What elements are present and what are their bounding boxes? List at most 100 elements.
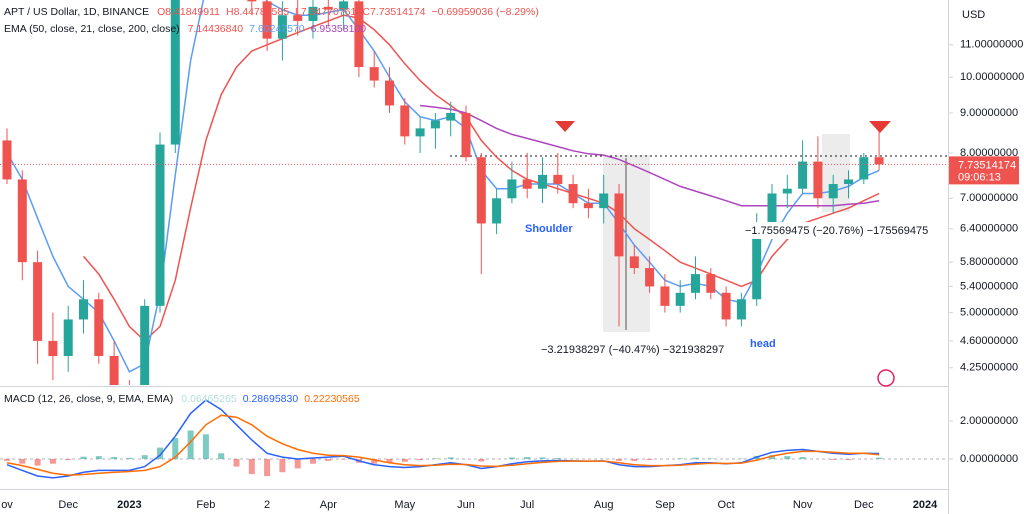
y-tick-label: 5.80000000	[960, 256, 1018, 268]
legend-value: 7.60247570	[249, 23, 305, 35]
macd-histogram-bar	[248, 458, 255, 475]
candle-body	[476, 157, 486, 224]
macd-histogram-bar	[172, 438, 179, 459]
macd-histogram-bar	[539, 457, 546, 459]
candle-body	[813, 161, 823, 199]
legend-value: O8.41849911	[157, 6, 220, 18]
candle-body	[323, 6, 333, 10]
candle-body	[691, 274, 700, 293]
candle-body	[354, 1, 364, 68]
candle-body	[247, 0, 257, 2]
price-pane	[0, 0, 948, 385]
macd-histogram-bar	[19, 458, 26, 464]
macd-histogram-bar	[325, 458, 332, 461]
macd-histogram-bar	[417, 458, 424, 460]
x-tick-label: ov	[1, 499, 13, 511]
x-tick-label: 2024	[913, 499, 938, 511]
x-tick-label: Dec	[58, 499, 78, 511]
y-tick-label: 11.00000000	[960, 39, 1023, 51]
candle-body	[79, 299, 88, 320]
macd-histogram-bar	[616, 458, 622, 461]
y-tick-label: 7.00000000	[960, 192, 1018, 204]
x-tick-label: Jul	[520, 499, 534, 511]
x-tick-label: Dec	[854, 499, 874, 511]
x-tick-label: 2	[264, 499, 270, 511]
macd-histogram-bar	[202, 434, 209, 459]
candle-body	[492, 198, 502, 224]
candle-body	[767, 193, 777, 224]
y-tick-label: 10.00000000	[960, 71, 1024, 83]
macd-histogram-bar	[294, 458, 301, 469]
macd-histogram-bar	[141, 455, 148, 459]
candle-body	[400, 105, 410, 137]
candle-body	[568, 184, 578, 204]
y-tick-label: 2.00000000	[960, 415, 1018, 427]
legend-value: L7.34770761	[295, 6, 356, 18]
icon	[877, 369, 895, 387]
macd-histogram-bar	[508, 457, 515, 459]
candle-body	[721, 292, 731, 320]
macd-histogram-bar	[631, 458, 638, 461]
y-tick-label: 6.40000000	[960, 223, 1018, 235]
candle-body	[828, 184, 838, 199]
y-tick-label: 4.25000000	[960, 362, 1018, 374]
ohlc-legend: O8.41849911 H8.44783585 L7.34770761 C7.7351…	[157, 6, 539, 18]
x-tick-label: Apr	[320, 499, 337, 511]
price-axis	[948, 0, 1024, 514]
y-tick-label: 9.00000000	[960, 107, 1018, 119]
label-bg	[741, 222, 927, 239]
candle-body	[415, 128, 425, 137]
macd-histogram-bar	[447, 457, 454, 459]
macd-histogram-bar	[692, 457, 699, 459]
macd-histogram-bar	[784, 456, 791, 459]
legend-value: 0.06465265	[181, 393, 237, 405]
legend-value: 0.28695830	[243, 393, 299, 405]
candle-body	[446, 112, 456, 121]
candle-body	[48, 340, 58, 357]
candle-body	[109, 356, 119, 385]
candle-body	[522, 179, 532, 189]
macd-histogram-bar	[845, 458, 852, 460]
macd-histogram-bar	[876, 457, 883, 459]
candle-body	[859, 157, 869, 180]
x-tick-label: Aug	[594, 499, 614, 511]
macd-histogram-bar	[126, 457, 133, 459]
macd-histogram-bar	[218, 453, 225, 459]
candle-body	[33, 262, 43, 341]
candle-body	[798, 161, 808, 189]
candle-body	[277, 15, 287, 39]
macd-histogram-bar	[554, 458, 561, 459]
candle-body	[675, 292, 685, 306]
macd-histogram-bar	[233, 458, 240, 467]
macd-histogram-bar	[187, 430, 194, 459]
candle-body	[369, 67, 379, 81]
legend-value: 6.95358100	[311, 23, 367, 35]
macd-histogram-bar	[34, 458, 41, 466]
candle-body	[262, 1, 272, 39]
candle-body	[2, 140, 12, 180]
macd-histogram-bar	[677, 458, 684, 459]
candle-body	[293, 15, 303, 21]
candle-body	[736, 299, 746, 320]
macd-histogram-bar	[157, 447, 163, 459]
macd-histogram-bar	[524, 457, 531, 459]
candle-body	[17, 179, 27, 263]
candle-body	[844, 179, 853, 185]
label-bg	[535, 341, 719, 358]
macd-histogram-bar	[80, 456, 87, 459]
macd-histogram-bar	[340, 458, 347, 460]
candle-body	[385, 80, 394, 106]
macd-histogram-bar	[799, 457, 806, 459]
candle-body	[706, 274, 716, 293]
y-tick-label: 5.40000000	[960, 280, 1018, 292]
candle-body	[155, 144, 165, 306]
y-tick-label: 0.00000000	[960, 453, 1018, 465]
candle-body	[430, 120, 440, 129]
x-tick-label: May	[394, 499, 415, 511]
x-tick-label: Sep	[655, 499, 675, 511]
countdown: 09:06:13	[958, 171, 1001, 183]
currency: USD	[962, 9, 985, 21]
x-tick-label: Feb	[196, 499, 215, 511]
